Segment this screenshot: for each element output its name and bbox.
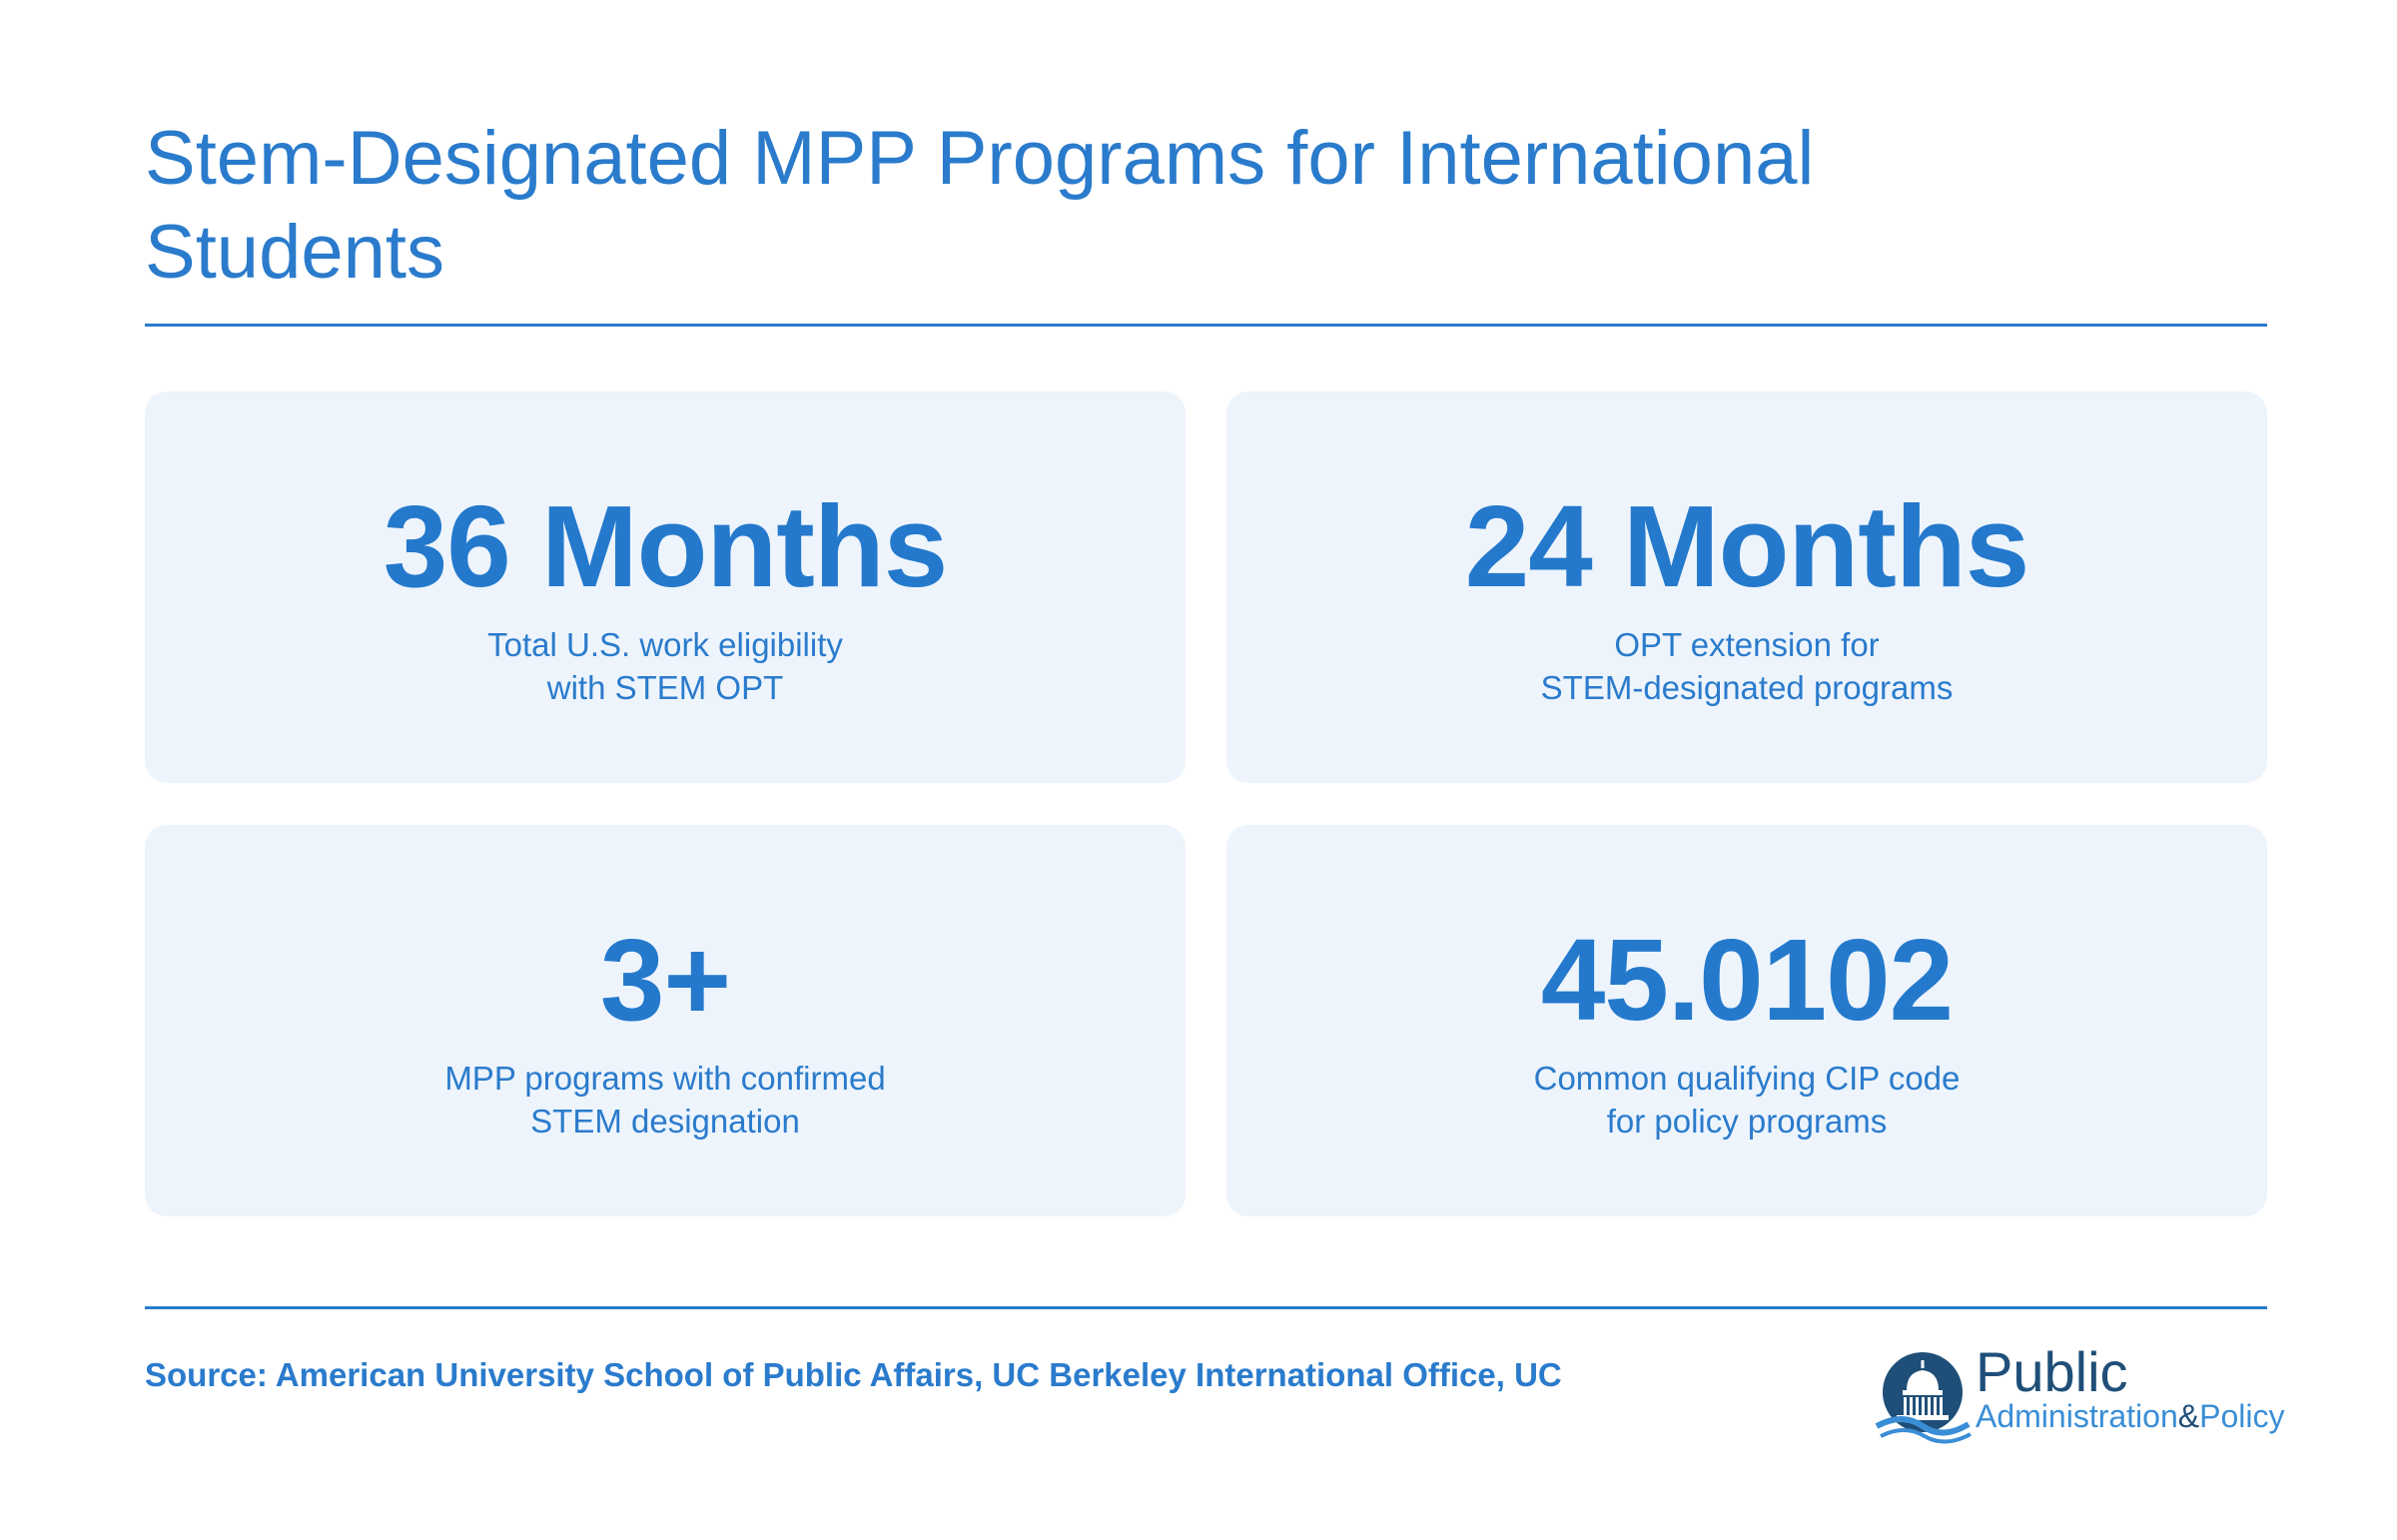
stat-card-total-work-eligibility: 36 Months Total U.S. work eligibility wi… [145,391,1186,783]
stat-description-line: for policy programs [1606,1103,1888,1140]
stat-description-line: Total U.S. work eligibility [487,626,843,663]
stat-description-line: OPT extension for [1614,626,1880,663]
stat-description-line: STEM-designated programs [1540,669,1954,706]
logo-word-policy: Policy [2199,1398,2285,1434]
stat-description-line: MPP programs with confirmed [444,1060,886,1097]
stat-description-line: STEM designation [530,1103,800,1140]
stat-description: Total U.S. work eligibility with STEM OP… [425,623,905,709]
brand-logo: Public Administration&Policy [1873,1338,2284,1448]
stat-description: MPP programs with confirmed STEM designa… [425,1057,905,1143]
logo-ampersand: & [2177,1398,2200,1434]
stat-card-opt-extension: 24 Months OPT extension for STEM-designa… [1226,391,2267,783]
stat-value: 3+ [599,915,731,1045]
stat-value: 36 Months [383,481,949,611]
logo-wordmark-main: Public [1976,1340,2128,1403]
footer-divider [145,1306,2267,1309]
capitol-dome-icon [1875,1352,1972,1444]
stat-description-line: Common qualifying CIP code [1533,1060,1961,1097]
stat-card-cip-code: 45.0102 Common qualifying CIP code for p… [1226,825,2267,1216]
stat-description: Common qualifying CIP code for policy pr… [1507,1057,1987,1143]
stat-value: 24 Months [1464,481,2030,611]
logo-wordmark-sub: Administration&Policy [1976,1398,2284,1434]
stat-card-mpp-programs: 3+ MPP programs with confirmed STEM desi… [145,825,1186,1216]
stat-value: 45.0102 [1540,915,1954,1045]
source-citation: Source: American University School of Pu… [145,1356,1562,1393]
logo-word-administration: Administration [1976,1398,2178,1434]
stat-description-line: with STEM OPT [546,669,784,706]
page-title: Stem-Designated MPP Programs for Interna… [145,116,1815,295]
stat-description: OPT extension for STEM-designated progra… [1507,623,1987,709]
title-divider [145,324,2267,327]
